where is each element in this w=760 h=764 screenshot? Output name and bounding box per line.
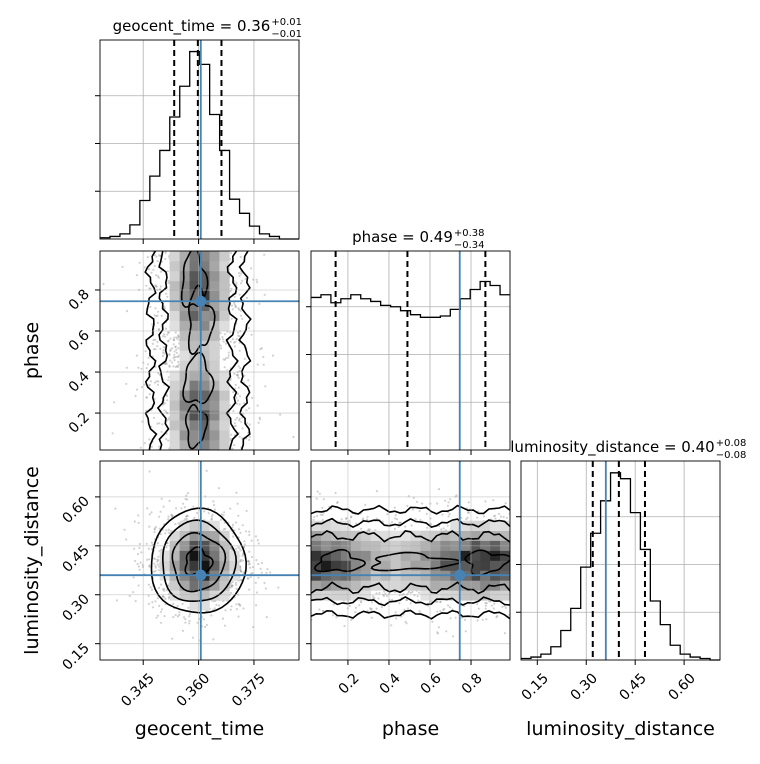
panel-title-phase: phase = 0.49	[352, 228, 453, 246]
contour-phase-vs-luminosity_distance	[311, 504, 510, 515]
panel-frame-phase	[310, 250, 511, 451]
title-lower-error: −0.34	[454, 240, 485, 251]
y-tick-label-luminosity_distance: 0.30	[59, 591, 92, 624]
y-tick-label-luminosity_distance: 0.60	[59, 493, 92, 526]
density-layer	[102, 251, 510, 642]
y-tick-label-luminosity_distance: 0.45	[59, 542, 92, 575]
panel-frame-phase-vs-luminosity_distance	[310, 460, 511, 661]
contour-geocent_time-vs-phase	[238, 251, 252, 450]
panel-title-geocent_time: geocent_time = 0.36	[113, 17, 271, 36]
labels-layer: geocent_time = 0.36 +0.01−0.01 phase = 0.4…	[21, 17, 746, 740]
x-axis-label-phase: phase	[382, 718, 439, 740]
x-tick-label-luminosity_distance: 0.45	[617, 670, 650, 703]
truth-point	[195, 569, 207, 581]
contour-phase-vs-luminosity_distance	[311, 581, 510, 595]
title-lower-error: −0.01	[271, 29, 302, 40]
contour-geocent_time-vs-phase	[144, 251, 158, 450]
x-tick-label-luminosity_distance: 0.60	[666, 670, 699, 703]
y-axis-label-phase: phase	[21, 322, 43, 379]
title-upper-error: +0.01	[271, 17, 302, 28]
title-upper-error: +0.38	[454, 228, 485, 239]
contour-phase-vs-luminosity_distance	[313, 548, 366, 573]
histogram-luminosity_distance	[521, 472, 720, 661]
contour-geocent_time-vs-luminosity_distance	[171, 531, 227, 593]
grid-layer	[100, 40, 720, 660]
density-geocent_time-vs-phase	[102, 251, 295, 450]
contour-phase-vs-luminosity_distance	[464, 549, 510, 577]
histogram-geocent_time	[100, 50, 299, 240]
x-tick-label-luminosity_distance: 0.30	[568, 670, 601, 703]
x-tick-label-phase: 0.4	[377, 670, 404, 697]
frames-layer	[95, 39, 721, 665]
density-phase-vs-luminosity_distance	[311, 488, 510, 638]
y-tick-label-phase: 0.8	[66, 286, 93, 313]
x-tick-label-geocent_time: 0.360	[174, 670, 214, 710]
x-tick-label-phase: 0.6	[418, 670, 445, 697]
contour-geocent_time-vs-luminosity_distance	[150, 507, 248, 614]
x-tick-label-luminosity_distance: 0.15	[519, 670, 552, 703]
contour-geocent_time-vs-phase	[156, 251, 171, 450]
panel-frame-geocent_time-vs-phase	[99, 250, 300, 451]
contour-phase-vs-luminosity_distance	[311, 609, 510, 620]
marks-layer	[100, 40, 720, 661]
panel-title-luminosity_distance: luminosity_distance = 0.40	[510, 438, 714, 457]
y-tick-label-phase: 0.4	[66, 368, 93, 395]
x-tick-label-geocent_time: 0.375	[229, 670, 269, 710]
contour-phase-vs-luminosity_distance	[311, 517, 510, 528]
panel-frame-geocent_time-vs-luminosity_distance	[99, 460, 300, 661]
title-upper-error: +0.08	[716, 438, 747, 449]
truth-point	[454, 569, 466, 581]
contour-geocent_time-vs-phase	[225, 251, 240, 450]
panel-frame-luminosity_distance	[520, 460, 721, 661]
contour-phase-vs-luminosity_distance	[311, 595, 510, 607]
y-tick-label-luminosity_distance: 0.15	[59, 640, 92, 673]
y-axis-label-luminosity_distance: luminosity_distance	[21, 466, 43, 655]
x-tick-label-phase: 0.8	[459, 670, 486, 697]
x-axis-label-luminosity_distance: luminosity_distance	[526, 718, 715, 740]
panel-frame-geocent_time	[99, 39, 300, 240]
contour-geocent_time-vs-phase	[182, 351, 215, 405]
density-geocent_time-vs-luminosity_distance	[114, 469, 280, 642]
x-tick-label-phase: 0.2	[336, 670, 363, 697]
contour-phase-vs-luminosity_distance	[311, 529, 510, 543]
y-tick-label-phase: 0.2	[66, 410, 93, 437]
x-axis-label-geocent_time: geocent_time	[135, 718, 264, 740]
contour-geocent_time-vs-luminosity_distance	[161, 519, 238, 603]
y-tick-label-phase: 0.6	[66, 327, 93, 354]
title-lower-error: −0.08	[716, 450, 747, 461]
truth-point	[195, 295, 207, 307]
x-tick-label-geocent_time: 0.345	[118, 670, 158, 710]
histogram-phase	[311, 280, 510, 318]
